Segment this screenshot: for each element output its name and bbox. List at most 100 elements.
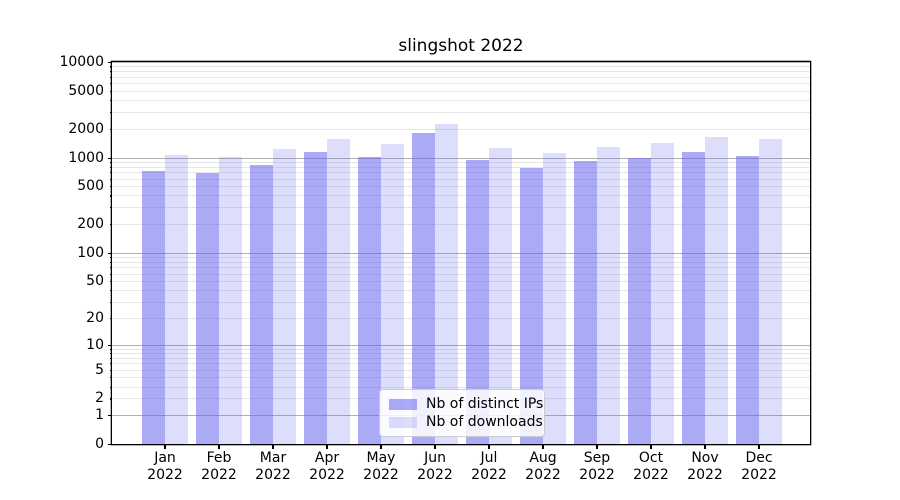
y-gridline-minor [112,66,810,68]
y-tick [108,444,112,446]
y-gridline-minor [112,301,810,303]
x-tick-label: Jan 2022 [135,450,195,484]
y-gridline-minor [112,207,810,209]
y-minor-tick [109,377,112,379]
y-tick [109,280,112,283]
x-tick-label: Nov 2022 [675,450,735,484]
y-minor-tick [109,267,112,269]
x-tick-label: Sep 2022 [567,450,627,484]
legend: Nb of distinct IPs Nb of downloads [379,389,545,437]
legend-label-distinct-ips: Nb of distinct IPs [426,396,544,412]
y-gridline-minor [112,166,810,168]
y-gridline-minor [112,317,810,319]
x-tick [434,445,436,449]
y-minor-tick [109,71,112,73]
y-minor-tick [109,172,112,174]
y-tick-label: 200 [77,216,104,232]
x-tick-month: Mar [259,450,287,466]
y-tick [108,344,112,346]
y-minor-tick [109,207,112,209]
y-minor-tick [109,290,112,292]
x-tick-label: Feb 2022 [189,450,249,484]
x-tick-month: Jun [424,450,446,466]
y-minor-tick [109,256,112,259]
y-tick-label: 100 [77,244,104,261]
bar-feb-downloads [219,157,242,444]
x-tick-label: Oct 2022 [621,450,681,484]
y-minor-tick [109,357,112,359]
bar-may-distinct-ips [358,157,381,444]
y-gridline-minor [112,357,810,359]
bar-sep-downloads [597,146,620,444]
x-tick [488,445,490,449]
bar-sep-distinct-ips [574,160,597,444]
bar-mar-distinct-ips [250,164,273,444]
bar-dec-downloads [759,139,782,444]
x-tick-month: Aug [529,450,557,466]
y-minor-tick [109,261,112,263]
x-tick-year: 2022 [579,467,615,483]
x-tick-month: Dec [745,450,773,466]
y-gridline-minor [112,172,810,174]
bar-nov-downloads [705,137,728,444]
y-minor-tick [109,76,112,78]
y-gridline-major [112,62,810,63]
y-minor-tick [109,301,112,303]
y-tick [108,415,112,417]
x-tick-year: 2022 [525,467,561,483]
y-gridline-minor [112,386,810,388]
x-tick-year: 2022 [255,467,291,483]
y-tick-label: 2000 [68,120,104,137]
x-tick-month: Oct [638,450,664,466]
x-tick [218,445,220,449]
y-minor-tick [109,66,112,68]
chart-title: slingshot 2022 [398,36,524,56]
bar-jun-downloads [435,124,458,444]
y-gridline-major [112,344,810,346]
y-minor-tick [109,111,112,114]
y-tick-label: 1000 [68,149,104,166]
y-minor-tick [109,161,112,163]
y-gridline-minor [112,261,810,263]
y-minor-tick [109,363,112,365]
y-tick [108,252,112,254]
x-tick-year: 2022 [309,467,345,483]
bar-oct-distinct-ips [628,158,651,444]
y-gridline-minor [112,83,810,85]
x-tick-label: Mar 2022 [243,450,303,484]
y-tick [109,398,112,400]
bar-may-downloads [381,144,404,444]
legend-swatch-downloads [389,416,417,428]
y-tick [109,186,112,188]
y-tick [109,90,112,92]
bar-jan-distinct-ips [142,171,165,444]
y-tick [108,157,112,159]
y-gridline-minor [112,352,810,354]
y-gridline-minor [112,195,810,197]
y-minor-tick [109,352,112,355]
y-minor-tick [109,348,112,350]
x-tick [650,445,652,449]
y-tick [109,128,112,130]
x-tick [758,445,760,449]
y-gridline-minor [112,273,810,275]
y-tick-label: 5000 [68,82,104,99]
y-minor-tick [109,83,112,85]
y-tick [109,317,112,319]
x-tick-month: Sep [583,450,611,466]
y-tick-label: 10 [86,336,104,353]
y-gridline-minor [112,186,810,188]
y-tick [108,62,112,64]
bar-mar-downloads [273,148,296,444]
y-gridline-minor [112,348,810,350]
y-minor-tick [109,273,112,275]
y-tick [109,224,112,226]
x-tick-month: May [366,450,396,466]
x-tick-label: Aug 2022 [513,450,573,484]
y-gridline-major [112,157,810,159]
x-tick-year: 2022 [633,467,669,483]
y-gridline-minor [112,178,810,180]
y-gridline-minor [112,290,810,291]
x-tick-label: Apr 2022 [297,450,357,484]
